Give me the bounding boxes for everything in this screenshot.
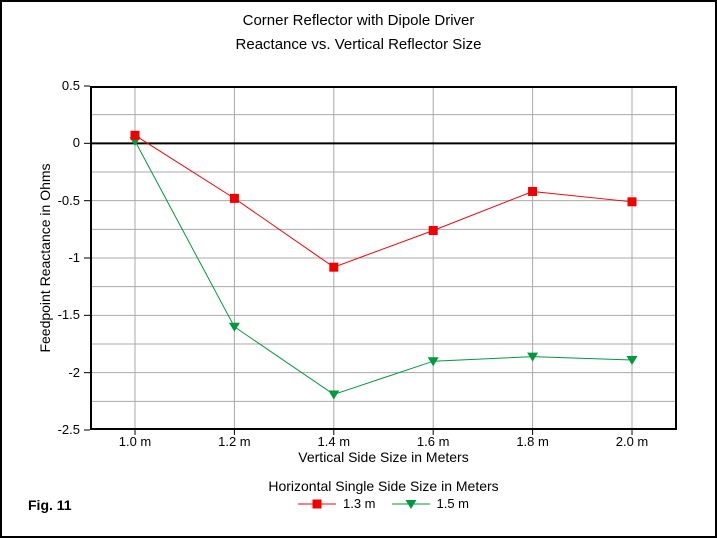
legend-marker	[312, 499, 322, 508]
data-point-triangle	[427, 357, 439, 367]
data-point-triangle	[527, 352, 539, 362]
plot-frame	[90, 86, 677, 430]
x-tick-label: 1.8 m	[516, 434, 549, 449]
y-tick-label: -1	[68, 250, 80, 265]
x-tick-label: 1.4 m	[317, 434, 351, 449]
data-point-triangle	[626, 356, 638, 366]
data-point-triangle	[228, 322, 240, 332]
chart-header: Corner Reflector with Dipole Driver Reac…	[2, 9, 715, 57]
legend-label: 1.5 m	[436, 496, 470, 511]
y-tick-label: -2.5	[57, 422, 80, 437]
x-axis-title: Vertical Side Size in Meters	[298, 449, 469, 465]
legend-marker	[405, 499, 416, 509]
figure-label: Fig. 11	[28, 497, 72, 513]
y-axis-title: Feedpoint Reactance in Ohms	[37, 163, 53, 353]
legend-triangle-marker-icon	[391, 499, 430, 509]
legend-title: Horizontal Single Side Size in Meters	[268, 478, 499, 494]
y-tick-label: -2	[68, 364, 80, 380]
data-point-square	[428, 225, 438, 235]
data-point-square	[229, 193, 239, 203]
data-point-square	[329, 262, 339, 272]
y-tick-label: -0.5	[57, 192, 80, 208]
data-point-square	[528, 186, 538, 196]
data-point-square	[627, 197, 637, 207]
data-point-triangle	[328, 390, 340, 400]
y-tick-label: -1.5	[57, 307, 80, 323]
x-tick-label: 2.0 m	[615, 434, 649, 449]
x-tick-label: 1.6 m	[416, 434, 450, 449]
legend-square-marker-icon	[297, 499, 336, 508]
y-tick-label: 0	[72, 135, 80, 151]
chart-title: Corner Reflector with Dipole Driver	[242, 12, 475, 29]
legend-item: 1.5 m	[391, 496, 470, 511]
legend-item: 1.3 m	[297, 496, 376, 511]
x-tick-label: 1.2 m	[218, 434, 251, 449]
chart-subtitle: Reactance vs. Vertical Reflector Size	[235, 36, 482, 53]
y-tick-label: 0.5	[61, 78, 80, 93]
legend-label: 1.3 m	[342, 496, 376, 511]
data-point-square	[130, 130, 140, 140]
legend: 1.3 m 1.5 m	[90, 496, 677, 511]
series-line	[134, 134, 633, 268]
x-tick-label: 1.0 m	[118, 434, 152, 449]
series-line	[134, 140, 633, 396]
